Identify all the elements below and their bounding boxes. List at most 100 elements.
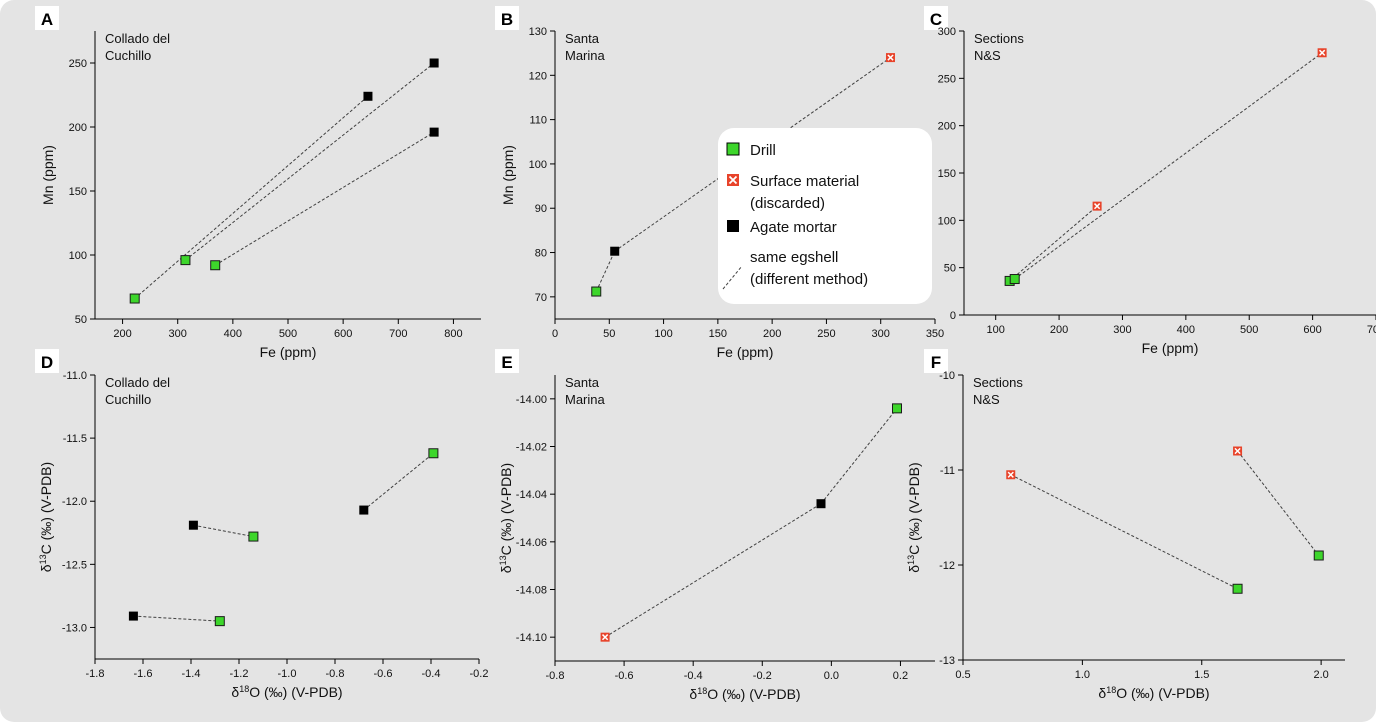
panel-letter: F — [931, 353, 941, 372]
agate-mortar-point — [359, 505, 369, 515]
x-axis-label: δ18O (‰) (V-PDB) — [231, 684, 342, 700]
surface-material-point-cross — [1318, 49, 1326, 56]
same-eggshell-link — [1014, 52, 1323, 280]
y-tick-label: -12 — [939, 560, 955, 572]
x-tick-label: 200 — [113, 328, 131, 340]
y-tick-label: -14.08 — [516, 585, 547, 597]
x-axis-label: Fe (ppm) — [260, 344, 317, 360]
agate-mortar-point — [188, 520, 198, 530]
same-eggshell-link — [193, 524, 254, 538]
site-label-line-1: Collado del — [105, 375, 170, 390]
site-label-line-2: Cuchillo — [105, 392, 151, 407]
panel-letter: D — [41, 353, 53, 372]
x-tick-label: 400 — [1177, 324, 1195, 336]
x-tick-label: 200 — [1050, 324, 1068, 336]
surface-material-point — [885, 53, 895, 63]
site-label-line-1: Sections — [973, 375, 1023, 390]
x-tick-label: -0.6 — [615, 670, 634, 682]
drill-point — [180, 255, 191, 266]
x-axis-label: δ18O (‰) (V-PDB) — [1098, 685, 1209, 701]
drill-point — [210, 260, 221, 271]
drill-point — [892, 403, 902, 414]
legend-surface-marker-cross — [728, 175, 738, 185]
x-tick-label: 1.0 — [1075, 669, 1090, 681]
panel-e: E -0.8 -0.6 -0.4 -0.2 0.0 0.2 -14.10 -14.08 -14.0… — [495, 349, 935, 702]
y-axis-label: Mn (ppm) — [500, 145, 516, 205]
y-tick-label: 200 — [938, 121, 956, 133]
y-tick-label: -10 — [939, 370, 955, 382]
x-tick-label: 0.0 — [824, 670, 839, 682]
agate-mortar-point — [610, 246, 620, 256]
surface-material-point-cross — [887, 54, 894, 61]
x-tick-label: 600 — [334, 328, 352, 340]
drill-point — [214, 616, 225, 627]
same-eggshell-link — [1009, 205, 1098, 282]
same-eggshell-link — [614, 57, 891, 252]
drill-point — [248, 531, 259, 542]
y-tick-label: 50 — [75, 314, 87, 326]
x-tick-label: -0.8 — [326, 668, 345, 680]
site-label-line-1: Collado del — [105, 31, 170, 46]
y-tick-label: -11.0 — [63, 370, 87, 382]
y-tick-label: 110 — [529, 115, 547, 127]
legend-same-label-2: (different method) — [750, 271, 868, 288]
x-tick-label: -1.6 — [134, 668, 153, 680]
y-tick-label: -13 — [939, 655, 955, 667]
site-label-line-2: N&S — [974, 48, 1001, 63]
legend-drill-label: Drill — [750, 142, 776, 159]
y-tick-label: 250 — [938, 73, 956, 85]
y-tick-label: -14.04 — [516, 489, 547, 501]
surface-material-point-cross — [1007, 471, 1014, 478]
y-tick-label: -14.02 — [516, 442, 547, 454]
same-eggshell-link — [595, 251, 616, 292]
y-tick-label: 100 — [529, 159, 547, 171]
y-tick-label: 130 — [529, 26, 547, 38]
x-tick-label: 300 — [872, 328, 890, 340]
legend-agate-label: Agate mortar — [750, 219, 837, 236]
y-tick-label: -12.0 — [62, 496, 87, 508]
drill-point — [1232, 583, 1243, 594]
x-tick-label: -1.2 — [230, 668, 249, 680]
surface-material-point — [1006, 470, 1016, 480]
same-eggshell-link — [820, 408, 898, 505]
y-axis-label: δ13C (‰) (V-PDB) — [38, 462, 54, 572]
y-tick-label: -11 — [940, 465, 955, 477]
legend-surface-label-2: (discarded) — [750, 195, 825, 212]
x-tick-label: 600 — [1303, 324, 1321, 336]
x-tick-label: 300 — [169, 328, 187, 340]
x-tick-label: 400 — [224, 328, 242, 340]
x-tick-label: -0.8 — [546, 670, 565, 682]
x-tick-label: 2.0 — [1313, 669, 1328, 681]
y-tick-label: 100 — [69, 250, 87, 262]
legend-same-label-1: same egshell — [750, 249, 838, 266]
legend: Drill Surface material (discarded) Agate… — [718, 128, 932, 304]
drill-point — [1009, 274, 1020, 285]
x-tick-label: 0 — [552, 328, 558, 340]
panel-a: A 200 300 400 500 600 700 800 50 100 150 200 250 Fe (… — [35, 6, 481, 360]
legend-surface-label-1: Surface material — [750, 173, 859, 190]
x-tick-label: 800 — [444, 328, 462, 340]
surface-material-point — [1092, 201, 1102, 211]
drill-point — [129, 293, 140, 304]
agate-mortar-point — [128, 611, 138, 621]
x-axis-label: Fe (ppm) — [1142, 340, 1199, 356]
surface-material-point — [600, 632, 610, 642]
site-label-line-1: Sections — [974, 31, 1024, 46]
x-tick-label: -1.4 — [182, 668, 201, 680]
agate-mortar-point — [429, 58, 439, 68]
surface-material-point-cross — [1234, 447, 1241, 455]
panel-letter: A — [41, 10, 53, 29]
y-tick-label: 0 — [950, 310, 956, 322]
drill-point — [428, 448, 439, 459]
x-tick-label: -0.4 — [422, 668, 441, 680]
site-label-line-1: Santa — [565, 375, 600, 390]
y-tick-label: 50 — [944, 263, 956, 275]
same-eggshell-link — [133, 615, 220, 622]
y-tick-label: -11.5 — [63, 433, 87, 445]
site-label-line-2: Marina — [565, 392, 606, 407]
x-tick-label: -0.2 — [753, 670, 772, 682]
y-tick-label: 90 — [535, 203, 547, 215]
y-tick-label: 120 — [529, 70, 547, 82]
